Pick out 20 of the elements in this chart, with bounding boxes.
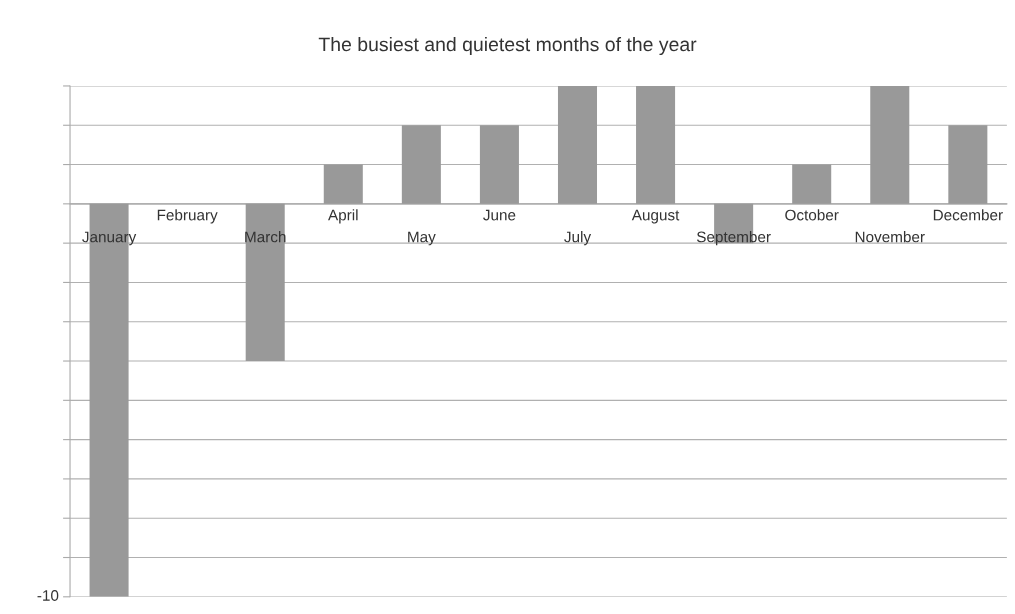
- bar: [870, 85, 910, 204]
- x-tick-label: December: [933, 209, 1003, 221]
- x-tick-label: February: [157, 209, 218, 224]
- chart-title: The busiest and quietest months of the year: [318, 36, 697, 56]
- bar: [323, 164, 363, 204]
- bar: [948, 125, 988, 204]
- x-tick-label: April: [328, 209, 358, 224]
- x-tick-label: July: [564, 231, 592, 246]
- x-tick-label: May: [408, 231, 436, 246]
- bar: [557, 85, 598, 204]
- x-tick-label: November: [855, 231, 925, 243]
- x-tick-label: October: [785, 209, 839, 221]
- x-tick-label: August: [631, 209, 680, 224]
- bar: [479, 125, 519, 204]
- bar: [401, 125, 441, 204]
- x-tick-label: June: [483, 209, 516, 221]
- bar: [245, 203, 285, 362]
- bar: [792, 164, 832, 204]
- bar: [636, 85, 676, 204]
- text: -10: [37, 590, 59, 601]
